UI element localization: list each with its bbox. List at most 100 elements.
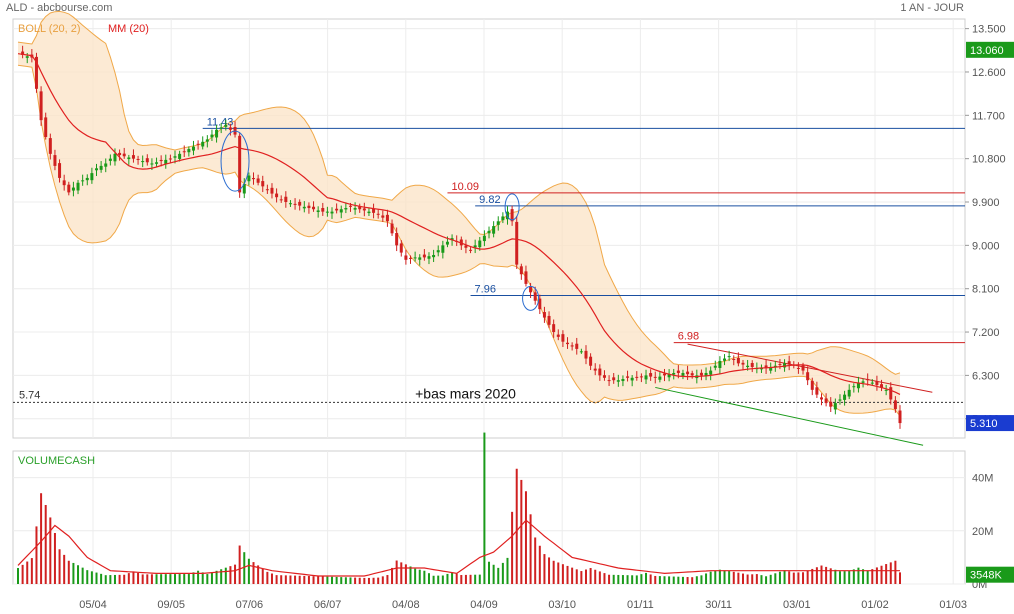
candle-body <box>293 203 297 205</box>
candle-body <box>718 360 722 368</box>
period-label: 1 AN - JOUR <box>900 2 964 14</box>
volume-bar <box>395 560 398 584</box>
volume-bar <box>400 562 403 584</box>
volume-bar <box>760 575 763 584</box>
volume-bar <box>340 577 343 584</box>
candle-body <box>515 221 519 265</box>
volume-bar <box>483 432 486 584</box>
candle-body <box>492 226 496 234</box>
candle-body <box>621 379 625 382</box>
volume-bar <box>571 567 574 584</box>
candle-body <box>810 380 814 390</box>
candle-body <box>67 184 71 193</box>
candle-body <box>219 127 223 129</box>
candle-body <box>510 209 514 222</box>
candle-body <box>829 401 833 407</box>
candle-body <box>348 205 352 207</box>
candle-body <box>44 117 48 137</box>
candle-body <box>602 375 606 378</box>
candle-body <box>265 189 269 191</box>
candle-body <box>118 152 122 156</box>
candle-body <box>889 387 893 400</box>
candle-body <box>662 373 666 376</box>
horizontal-level-label: 9.82 <box>479 194 500 206</box>
volume-bar <box>229 566 232 584</box>
candle-body <box>699 372 703 376</box>
candle-body <box>496 221 500 225</box>
volume-bar <box>30 558 33 584</box>
candle-body <box>335 208 339 211</box>
candle-body <box>843 394 847 400</box>
volume-bar <box>552 560 555 584</box>
candle-body <box>704 372 708 377</box>
price-y-tick-label: 8.100 <box>972 284 1000 296</box>
candle-body <box>644 375 648 380</box>
candle-body <box>330 211 334 214</box>
volume-bar <box>118 574 121 584</box>
candle-body <box>385 214 389 222</box>
volume-bar <box>381 576 384 584</box>
candle-body <box>284 196 288 203</box>
volume-bar <box>524 491 527 584</box>
volume-bar <box>451 572 454 584</box>
candle-body <box>524 271 528 284</box>
volume-bar <box>469 574 472 584</box>
top-bar: ALD - abcbourse.com 1 AN - JOUR <box>0 0 1014 16</box>
volume-bar <box>257 565 260 584</box>
candle-body <box>95 168 99 171</box>
volume-bar <box>871 569 874 584</box>
candle-body <box>686 371 690 375</box>
volume-bar <box>580 571 583 584</box>
volume-legend-item: VOLUMECASH <box>18 455 95 467</box>
volume-bar <box>672 576 675 584</box>
candle-body <box>856 382 860 389</box>
volume-bar <box>783 570 786 584</box>
candle-body <box>441 245 445 253</box>
candle-body <box>108 158 112 161</box>
candle-body <box>773 365 777 367</box>
volume-bar <box>751 574 754 584</box>
volume-bar <box>566 565 569 584</box>
volume-bar <box>488 561 491 584</box>
price-y-tick-label: 13.500 <box>972 24 1006 36</box>
candle-body <box>852 386 856 388</box>
volume-bar <box>26 561 29 584</box>
horizontal-level-label: 6.98 <box>678 331 699 343</box>
candle-body <box>538 298 542 310</box>
price-badge-label: 13.060 <box>970 45 1004 57</box>
volume-bar <box>418 569 421 584</box>
volume-bar <box>548 557 551 584</box>
volume-bar <box>21 564 24 584</box>
volume-bar <box>460 575 463 584</box>
volume-bar <box>829 568 832 584</box>
candle-body <box>150 163 154 165</box>
volume-y-tick-label: 20M <box>972 526 993 538</box>
candle-body <box>418 257 422 260</box>
volume-bar <box>409 566 412 584</box>
x-tick-label: 07/06 <box>236 599 264 611</box>
candle-body <box>261 181 265 187</box>
candle-body <box>598 368 602 376</box>
volume-bar <box>899 572 901 584</box>
volume-moving-average <box>17 519 900 577</box>
volume-badge-label: 3548K <box>970 570 1002 582</box>
candle-body <box>307 205 311 209</box>
candle-body <box>353 208 357 210</box>
price-y-tick-label: 11.700 <box>972 110 1005 122</box>
volume-bar <box>474 574 477 584</box>
candle-body <box>519 266 523 275</box>
candle-body <box>270 187 274 194</box>
volume-bar <box>561 564 564 584</box>
volume-bar <box>441 575 444 584</box>
volume-bar <box>843 571 846 584</box>
x-tick-label: 01/11 <box>627 599 654 611</box>
volume-bar <box>709 571 712 584</box>
reference-line-label: 5.74 <box>19 389 40 401</box>
volume-bar <box>77 565 80 584</box>
candle-body <box>182 151 186 153</box>
volume-bar <box>848 571 851 584</box>
volume-bar <box>243 552 246 584</box>
volume-bar <box>414 568 417 584</box>
volume-bar <box>501 562 504 584</box>
volume-bar <box>885 564 888 584</box>
